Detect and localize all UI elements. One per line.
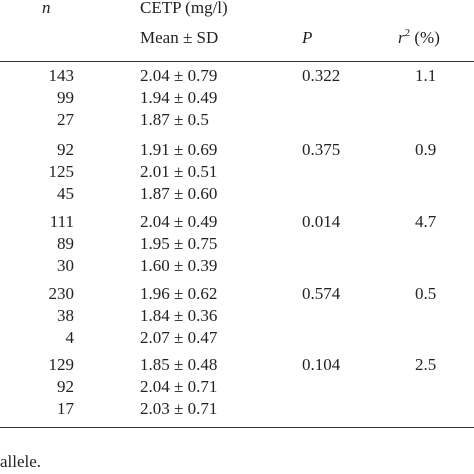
cell-mean-sd: 2.03 ± 0.71 bbox=[140, 399, 218, 418]
cell-n: 129 bbox=[48, 355, 75, 374]
header-r-squared: r2 (%) bbox=[398, 28, 440, 48]
header-mean-sd: Mean ± SD bbox=[140, 28, 219, 47]
cell-mean-sd: 1.95 ± 0.75 bbox=[140, 234, 218, 253]
header-r-base: r bbox=[398, 28, 405, 47]
cell-p-value: 0.375 bbox=[302, 140, 341, 159]
cell-p-value: 0.104 bbox=[302, 355, 341, 374]
cell-p-value: 0.014 bbox=[302, 212, 341, 231]
cell-n: 30 bbox=[57, 256, 74, 275]
header-r-sup: 2 bbox=[404, 27, 411, 39]
cell-n: 111 bbox=[49, 212, 74, 231]
cell-r-squared: 0.9 bbox=[415, 140, 437, 159]
cell-mean-sd: 1.87 ± 0.60 bbox=[140, 184, 218, 203]
cell-n: 99 bbox=[57, 88, 74, 107]
cell-n: 92 bbox=[57, 377, 74, 396]
cell-n: 89 bbox=[57, 234, 74, 253]
cell-n: 4 bbox=[65, 328, 75, 347]
cell-mean-sd: 1.96 ± 0.62 bbox=[140, 284, 218, 303]
cell-r-squared: 0.5 bbox=[415, 284, 437, 303]
header-p: P bbox=[302, 28, 313, 47]
cell-n: 92 bbox=[57, 140, 74, 159]
cell-r-squared: 2.5 bbox=[415, 355, 437, 374]
cell-n: 45 bbox=[57, 184, 74, 203]
header-r-unit: (%) bbox=[414, 28, 440, 47]
cell-mean-sd: 1.91 ± 0.69 bbox=[140, 140, 218, 159]
cell-p-value: 0.574 bbox=[302, 284, 341, 303]
cell-mean-sd: 2.01 ± 0.51 bbox=[140, 162, 218, 181]
cell-mean-sd: 1.85 ± 0.48 bbox=[140, 355, 218, 374]
cell-n: 230 bbox=[48, 284, 75, 303]
cell-mean-sd: 1.87 ± 0.5 bbox=[140, 110, 209, 129]
cell-n: 38 bbox=[57, 306, 74, 325]
cell-p-value: 0.322 bbox=[302, 66, 341, 85]
cell-n: 125 bbox=[48, 162, 75, 181]
cell-n: 27 bbox=[57, 110, 74, 129]
cell-mean-sd: 2.04 ± 0.71 bbox=[140, 377, 218, 396]
cell-mean-sd: 2.04 ± 0.79 bbox=[140, 66, 218, 85]
cell-mean-sd: 1.84 ± 0.36 bbox=[140, 306, 218, 325]
cell-n: 143 bbox=[48, 66, 75, 85]
cell-mean-sd: 1.60 ± 0.39 bbox=[140, 256, 218, 275]
header-rule bbox=[0, 61, 474, 62]
header-n: n bbox=[42, 0, 51, 17]
cell-mean-sd: 2.04 ± 0.49 bbox=[140, 212, 218, 231]
footnote: allele. bbox=[0, 452, 42, 471]
cell-mean-sd: 1.94 ± 0.49 bbox=[140, 88, 218, 107]
cell-n: 17 bbox=[57, 399, 74, 418]
bottom-rule bbox=[0, 427, 474, 428]
header-cetp: CETP (mg/l) bbox=[140, 0, 228, 17]
cell-r-squared: 1.1 bbox=[415, 66, 437, 85]
cell-r-squared: 4.7 bbox=[415, 212, 437, 231]
cell-mean-sd: 2.07 ± 0.47 bbox=[140, 328, 218, 347]
